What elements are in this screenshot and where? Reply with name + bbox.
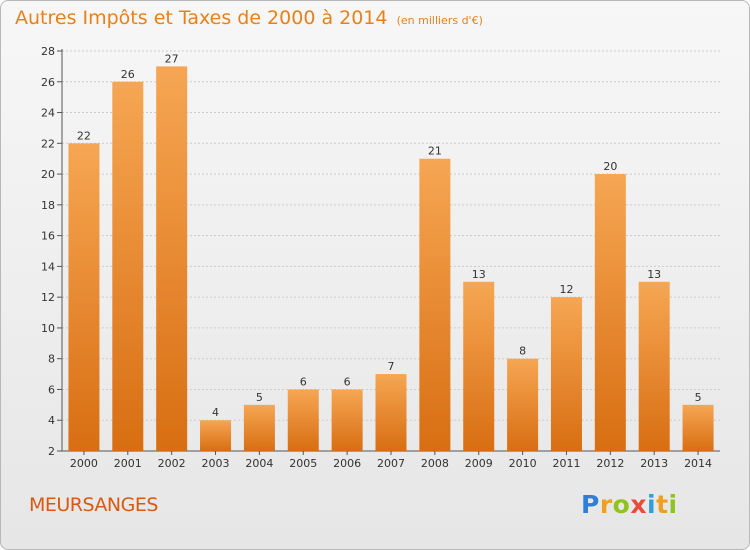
data-label-2008: 21: [428, 145, 442, 158]
x-tick-label: 2014: [684, 457, 712, 470]
data-label-2005: 6: [300, 375, 307, 388]
y-tick-label: 10: [41, 322, 55, 335]
x-axis-ticks: 2000 2001 2002 2003 2004 2005 2006 2007 2008 2009…: [70, 451, 712, 470]
y-tick-label: 16: [41, 230, 55, 243]
title-row: Autres Impôts et Taxes de 2000 à 2014 (e…: [15, 7, 483, 29]
y-tick-label: 8: [48, 353, 55, 366]
x-tick-label: 2009: [465, 457, 493, 470]
bar-2012: [594, 174, 626, 452]
bars: [68, 66, 714, 452]
y-tick-label: 4: [48, 414, 55, 427]
data-label-2013: 13: [647, 268, 661, 281]
y-tick-label: 6: [48, 383, 55, 396]
x-tick-label: 2005: [289, 457, 317, 470]
data-label-2000: 22: [77, 129, 91, 142]
data-label-2006: 6: [344, 375, 351, 388]
y-tick-label: 28: [41, 45, 55, 58]
x-tick-label: 2003: [202, 457, 230, 470]
x-tick-label: 2010: [509, 457, 537, 470]
logo-letter: o: [612, 490, 631, 519]
logo-letter: i: [668, 490, 678, 519]
bar-2006: [331, 389, 363, 451]
data-labels: 22 26 27 4 5 6 6 7 21 13 8 12 20 13 5: [77, 52, 702, 419]
logo-letter: i: [647, 490, 657, 519]
bar-2009: [463, 281, 495, 451]
chart-title: Autres Impôts et Taxes de 2000 à 2014: [15, 7, 388, 29]
bar-2013: [638, 281, 670, 451]
y-tick-label: 12: [41, 291, 55, 304]
bar-2008: [419, 158, 451, 451]
data-label-2003: 4: [212, 406, 219, 419]
bar-2010: [507, 358, 539, 451]
y-tick-label: 18: [41, 199, 55, 212]
x-tick-label: 2000: [70, 457, 98, 470]
data-label-2010: 8: [519, 345, 526, 358]
bar-2003: [200, 420, 232, 451]
data-label-2014: 5: [695, 391, 702, 404]
y-tick-label: 26: [41, 76, 55, 89]
commune-name: MEURSANGES: [29, 494, 158, 516]
y-tick-label: 20: [41, 168, 55, 181]
y-tick-label: 14: [41, 260, 55, 273]
y-tick-label: 24: [41, 107, 55, 120]
bar-2001: [112, 81, 144, 452]
y-tick-label: 22: [41, 137, 55, 150]
logo-letter: r: [599, 490, 613, 519]
logo-letter: t: [656, 490, 669, 519]
proxiti-logo[interactable]: Proxiti: [581, 490, 678, 519]
x-tick-label: 2013: [640, 457, 668, 470]
x-tick-label: 2012: [596, 457, 624, 470]
x-tick-label: 2001: [114, 457, 142, 470]
chart-subtitle: (en milliers d'€): [396, 14, 483, 27]
y-tick-label: 2: [48, 445, 55, 458]
data-label-2001: 26: [121, 68, 135, 81]
bar-2005: [287, 389, 319, 451]
bar-2002: [156, 66, 188, 451]
data-label-2011: 12: [559, 283, 573, 296]
logo-letter: P: [581, 490, 600, 519]
x-tick-label: 2007: [377, 457, 405, 470]
x-tick-label: 2006: [333, 457, 361, 470]
x-tick-label: 2011: [552, 457, 580, 470]
bar-2004: [243, 404, 275, 451]
data-label-2007: 7: [388, 360, 395, 373]
data-label-2002: 27: [165, 52, 179, 65]
bar-2014: [682, 404, 714, 451]
bar-2007: [375, 374, 407, 451]
data-label-2004: 5: [256, 391, 263, 404]
bar-2000: [68, 143, 100, 452]
logo-letter: x: [630, 490, 647, 519]
x-tick-label: 2004: [245, 457, 273, 470]
data-label-2009: 13: [472, 268, 486, 281]
x-tick-label: 2002: [158, 457, 186, 470]
x-tick-label: 2008: [421, 457, 449, 470]
bar-2011: [550, 297, 582, 451]
data-label-2012: 20: [603, 160, 617, 173]
